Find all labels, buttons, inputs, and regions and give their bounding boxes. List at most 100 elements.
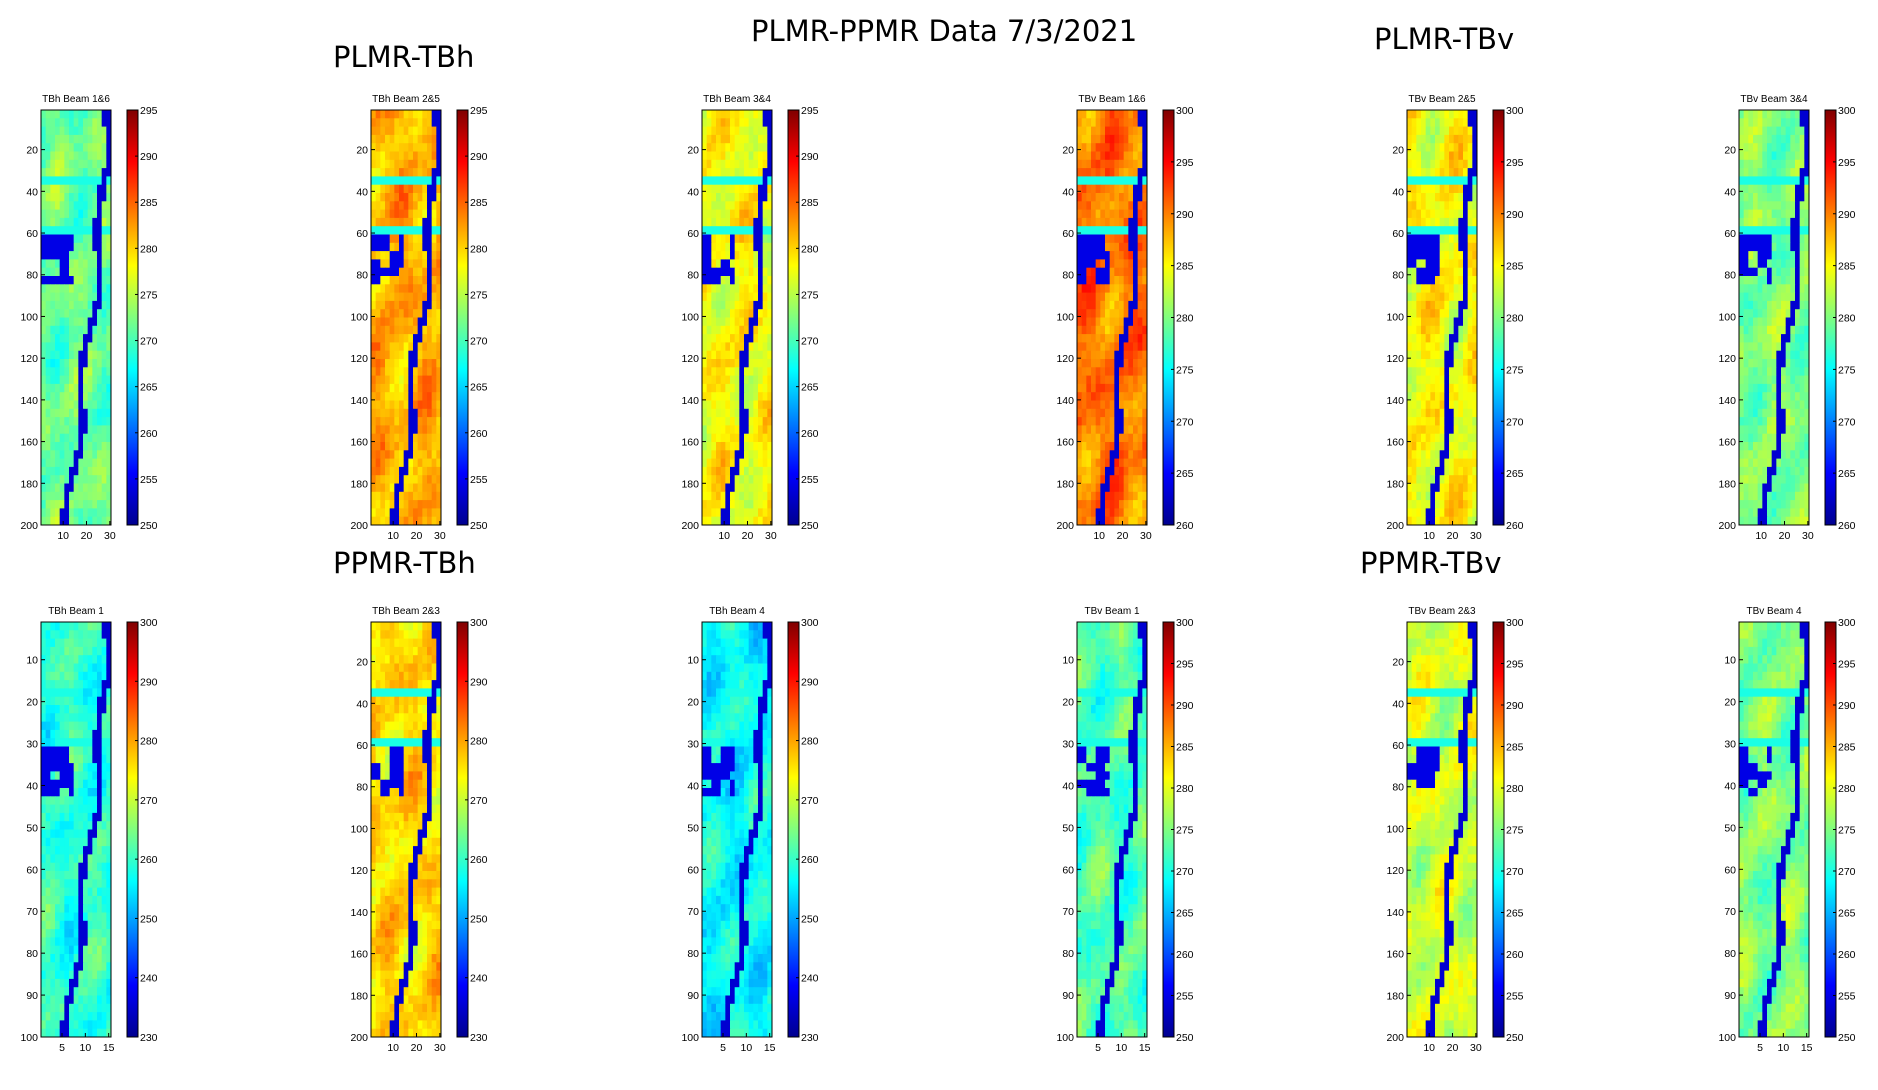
- heatmap-cell: [41, 646, 47, 656]
- heatmap-cell: [1467, 259, 1473, 269]
- heatmap-cell: [1128, 483, 1134, 493]
- heatmap-cell: [1804, 284, 1810, 293]
- heatmap-cell: [1458, 151, 1464, 161]
- heatmap-cell: [1100, 334, 1106, 343]
- heatmap-cell: [385, 259, 391, 269]
- heatmap-cell: [767, 491, 773, 501]
- heatmap-cell: [1767, 201, 1773, 210]
- heatmap-cell: [1790, 491, 1796, 501]
- heatmap-cell: [73, 713, 79, 722]
- heatmap-cell: [1790, 226, 1796, 235]
- heatmap-cell: [41, 168, 47, 177]
- heatmap-cell: [1119, 151, 1125, 161]
- heatmap-cell: [1743, 134, 1749, 144]
- heatmap-cell: [1128, 375, 1134, 385]
- heatmap-cell: [711, 276, 717, 285]
- heatmap-cell: [1449, 309, 1455, 318]
- heatmap-cell: [101, 234, 107, 244]
- heatmap-cell: [1790, 433, 1796, 443]
- heatmap-cell: [1799, 342, 1805, 352]
- y-tick-label: 160: [681, 437, 699, 449]
- heatmap-cell: [50, 680, 56, 689]
- heatmap-cell: [1467, 151, 1473, 161]
- heatmap-cell: [1748, 350, 1754, 360]
- heatmap-cell: [87, 110, 93, 119]
- heatmap-cell: [1748, 226, 1754, 235]
- heatmap-cell: [83, 713, 89, 722]
- heatmap-cell: [389, 475, 395, 484]
- heatmap-cell: [389, 217, 395, 227]
- heatmap-cell: [1790, 375, 1796, 385]
- heatmap-cell: [375, 483, 381, 493]
- heatmap-cell: [739, 400, 745, 410]
- heatmap-cell: [734, 168, 740, 177]
- heatmap-cell: [1425, 234, 1431, 244]
- heatmap-cell: [431, 367, 437, 376]
- heatmap-cell: [380, 143, 386, 152]
- heatmap-cell: [1453, 325, 1459, 335]
- heatmap-cell: [436, 184, 442, 194]
- heatmap-cell: [45, 400, 51, 410]
- heatmap-cell: [1077, 475, 1083, 484]
- heatmap-cell: [50, 151, 56, 161]
- heatmap-cell: [101, 276, 107, 285]
- heatmap-cell: [394, 234, 400, 244]
- heatmap-cell: [83, 646, 89, 656]
- heatmap-cell: [1785, 184, 1791, 194]
- heatmap-cell: [371, 234, 377, 244]
- heatmap-cell: [422, 168, 428, 177]
- heatmap-cell: [1762, 159, 1768, 169]
- heatmap-cell: [1767, 168, 1773, 177]
- heatmap-cell: [371, 226, 377, 235]
- heatmap-cell: [87, 458, 93, 468]
- heatmap-cell: [1472, 334, 1478, 343]
- heatmap-cell: [1430, 284, 1436, 293]
- heatmap-cell: [436, 442, 442, 451]
- heatmap-cell: [748, 408, 754, 418]
- heatmap-cell: [427, 375, 433, 385]
- heatmap-cell: [399, 184, 405, 194]
- heatmap-cell: [87, 721, 93, 731]
- heatmap-cell: [417, 508, 423, 518]
- heatmap-cell: [753, 483, 759, 493]
- heatmap-cell: [1776, 259, 1782, 269]
- heatmap-cell: [1753, 143, 1759, 152]
- heatmap-cell: [403, 442, 409, 451]
- heatmap-cell: [1781, 483, 1787, 493]
- heatmap-cell: [720, 350, 726, 360]
- heatmap-cell: [1114, 184, 1120, 194]
- heatmap-cell: [1430, 184, 1436, 194]
- heatmap-cell: [385, 442, 391, 451]
- colorbar-tick-label: 265: [140, 382, 158, 394]
- heatmap-cell: [1119, 251, 1125, 260]
- heatmap-cell: [1095, 118, 1101, 127]
- heatmap-cell: [702, 267, 708, 277]
- y-tick-label: 60: [26, 228, 38, 240]
- colorbar-tick-label: 290: [470, 151, 488, 163]
- heatmap-cell: [1091, 334, 1097, 343]
- heatmap-cell: [1114, 143, 1120, 152]
- heatmap-cell: [1743, 168, 1749, 177]
- heatmap-cell: [436, 400, 442, 410]
- heatmap-cell: [389, 392, 395, 401]
- heatmap-cell: [758, 458, 764, 468]
- heatmap-cell: [64, 193, 70, 202]
- heatmap-cell: [1142, 159, 1148, 169]
- heatmap-cell: [403, 284, 409, 293]
- heatmap-cell: [1467, 450, 1473, 459]
- heatmap-cell: [101, 193, 107, 202]
- heatmap-cell: [97, 118, 103, 127]
- heatmap-cell: [767, 259, 773, 269]
- heatmap-cell: [427, 334, 433, 343]
- heatmap-cell: [389, 234, 395, 244]
- heatmap-cell: [371, 276, 377, 285]
- heatmap-cell: [1142, 251, 1148, 260]
- heatmap-cell: [83, 159, 89, 169]
- heatmap-cell: [1430, 325, 1436, 335]
- heatmap-cell: [1771, 342, 1777, 352]
- heatmap-cell: [59, 516, 65, 526]
- heatmap-cell: [1458, 475, 1464, 484]
- heatmap-cell: [394, 408, 400, 418]
- heatmap-cell: [1077, 209, 1083, 219]
- heatmap-cell: [1081, 458, 1087, 468]
